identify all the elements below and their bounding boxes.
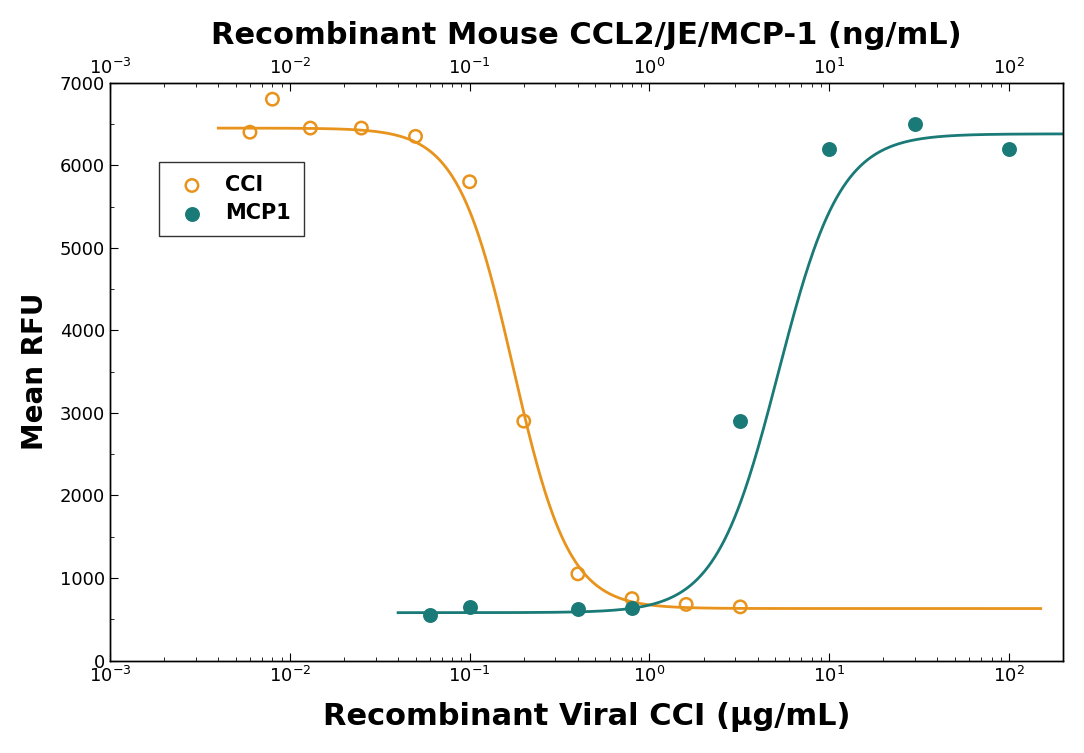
- CCI: [569, 568, 586, 580]
- CCI: [263, 93, 281, 105]
- CCI: [301, 122, 319, 134]
- MCP1: [732, 415, 749, 427]
- Y-axis label: Mean RFU: Mean RFU: [21, 293, 49, 450]
- MCP1: [421, 609, 438, 621]
- MCP1: [821, 143, 838, 155]
- CCI: [732, 601, 749, 613]
- MCP1: [623, 602, 641, 614]
- MCP1: [461, 601, 478, 613]
- CCI: [406, 130, 424, 142]
- Legend: CCI, MCP1: CCI, MCP1: [158, 163, 304, 236]
- CCI: [352, 122, 370, 134]
- CCI: [623, 593, 641, 605]
- CCI: [242, 127, 259, 139]
- MCP1: [569, 603, 586, 615]
- X-axis label: Recombinant Mouse CCL2/JE/MCP-1 (ng/mL): Recombinant Mouse CCL2/JE/MCP-1 (ng/mL): [211, 21, 962, 50]
- CCI: [678, 599, 695, 611]
- MCP1: [906, 118, 924, 130]
- CCI: [515, 415, 532, 427]
- MCP1: [1001, 143, 1018, 155]
- CCI: [461, 175, 478, 187]
- X-axis label: Recombinant Viral CCI (μg/mL): Recombinant Viral CCI (μg/mL): [323, 702, 850, 732]
